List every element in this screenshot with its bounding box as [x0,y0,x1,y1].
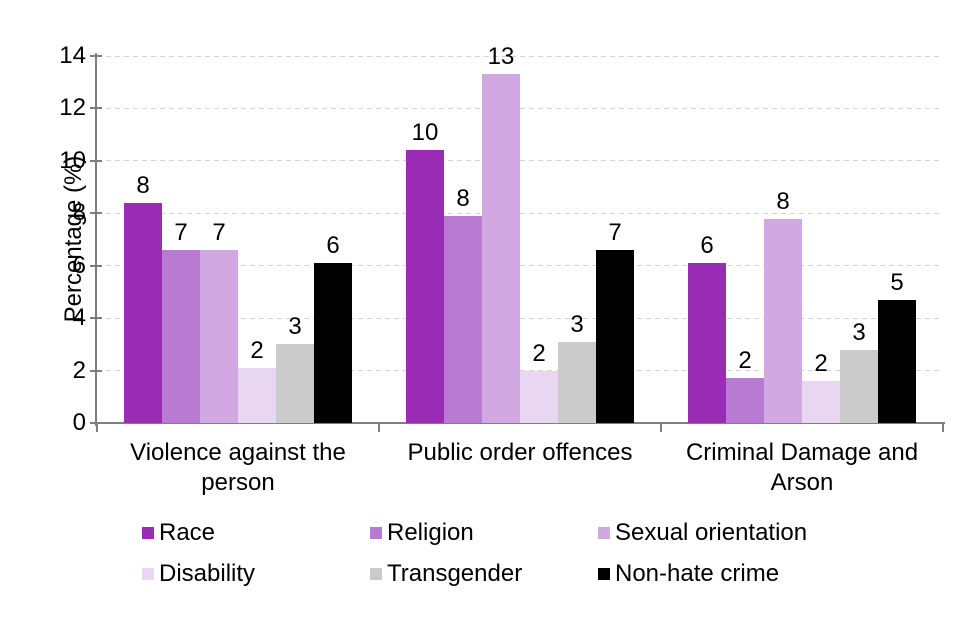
bar-value-label: 8 [136,171,150,199]
gridline [97,317,943,319]
gridline [97,55,943,57]
legend-label: Race [159,519,216,546]
y-tick-label: 8 [72,199,86,227]
bar-transgender-public-order-offences [558,341,596,423]
legend-label: Sexual orientation [615,519,808,546]
bar-religion-public-order-offences [444,215,482,423]
bar-value-label: 5 [890,268,904,296]
bar-disability-violence-against-the-person [238,367,276,423]
bar-value-label: 13 [487,43,515,71]
bar-value-label: 6 [700,232,714,260]
x-axis-tick [942,424,944,432]
bar-value-label: 3 [288,313,302,341]
bar-value-label: 2 [532,339,546,367]
bar-sexual-orientation-violence-against-the-person [200,249,238,423]
bar-sexual-orientation-criminal-damage-and-arson [764,218,802,423]
race-legend-swatch-icon [142,527,154,539]
y-axis-tick [90,317,102,320]
gridline [97,212,943,214]
bar-value-label: 10 [411,119,439,147]
y-tick-label: 2 [72,356,86,384]
disability-legend-swatch-icon [142,568,154,580]
x-axis-tick [378,424,380,432]
legend-label: Disability [159,560,256,587]
sexual-orientation-legend-swatch-icon [598,527,610,539]
legend-item-religion: Religion [370,519,474,546]
y-axis-tick [90,369,102,372]
y-axis-tick [90,212,102,215]
bar-value-label: 7 [174,218,188,246]
non-hate-crime-legend-swatch-icon [598,568,610,580]
legend-item-sexual-orientation: Sexual orientation [598,519,808,546]
bar-religion-violence-against-the-person [162,249,200,423]
gridline [97,107,943,109]
legend-label: Non-hate crime [615,560,780,587]
legend-item-transgender: Transgender [370,560,523,587]
x-category-label-violence-against-the-person: Violence against the person [130,439,346,496]
bar-sexual-orientation-public-order-offences [482,74,520,423]
x-axis-line [95,422,945,424]
y-axis-line [95,53,97,426]
bar-value-label: 6 [326,232,340,260]
bar-transgender-criminal-damage-and-arson [840,349,878,423]
x-axis-tick [96,424,98,432]
bar-religion-criminal-damage-and-arson [726,378,764,423]
y-tick-label: 14 [59,42,86,69]
y-tick-label: 4 [72,304,86,332]
x-axis-tick [660,424,662,432]
legend-item-disability: Disability [142,560,256,587]
y-axis-tick [90,422,102,424]
y-tick-label: 6 [72,251,86,279]
bar-non-hate-crime-public-order-offences [596,249,634,423]
x-category-label-criminal-damage-and-arson: Criminal Damage and Arson [685,439,919,496]
y-tick-label: 12 [59,94,86,122]
bar-non-hate-crime-violence-against-the-person [314,263,352,423]
bar-value-label: 2 [250,336,264,364]
bar-race-public-order-offences [406,150,444,423]
y-axis-tick [90,55,102,57]
bar-disability-criminal-damage-and-arson [802,381,840,423]
y-axis-tick [90,264,102,267]
y-axis-tick [90,107,102,110]
bar-transgender-violence-against-the-person [276,344,314,423]
bar-non-hate-crime-criminal-damage-and-arson [878,299,916,423]
bar-value-label: 7 [212,218,226,246]
legend-item-race: Race [142,519,216,546]
legend-label: Religion [387,519,474,546]
y-axis-tick [90,159,102,162]
gridline [97,160,943,162]
bar-value-label: 8 [776,187,790,215]
bar-value-label: 7 [608,218,622,246]
bar-value-label: 3 [570,310,584,338]
gridline [97,265,943,267]
legend-label: Transgender [387,560,523,587]
bar-value-label: 8 [456,184,470,212]
y-tick-label: 0 [72,409,86,436]
transgender-legend-swatch-icon [370,568,382,580]
bar-value-label: 2 [814,350,828,378]
religion-legend-swatch-icon [370,527,382,539]
x-category-label-public-order-offences: Public order offences [407,439,633,466]
bar-disability-public-order-offences [520,370,558,423]
bar-value-label: 2 [738,347,752,375]
y-axis-title: Percentage (%) [60,155,87,323]
y-tick-label: 10 [59,146,86,174]
bar-race-criminal-damage-and-arson [688,263,726,423]
bar-value-label: 3 [852,318,866,346]
legend-item-non-hate-crime: Non-hate crime [598,560,780,587]
bar-race-violence-against-the-person [124,202,162,423]
